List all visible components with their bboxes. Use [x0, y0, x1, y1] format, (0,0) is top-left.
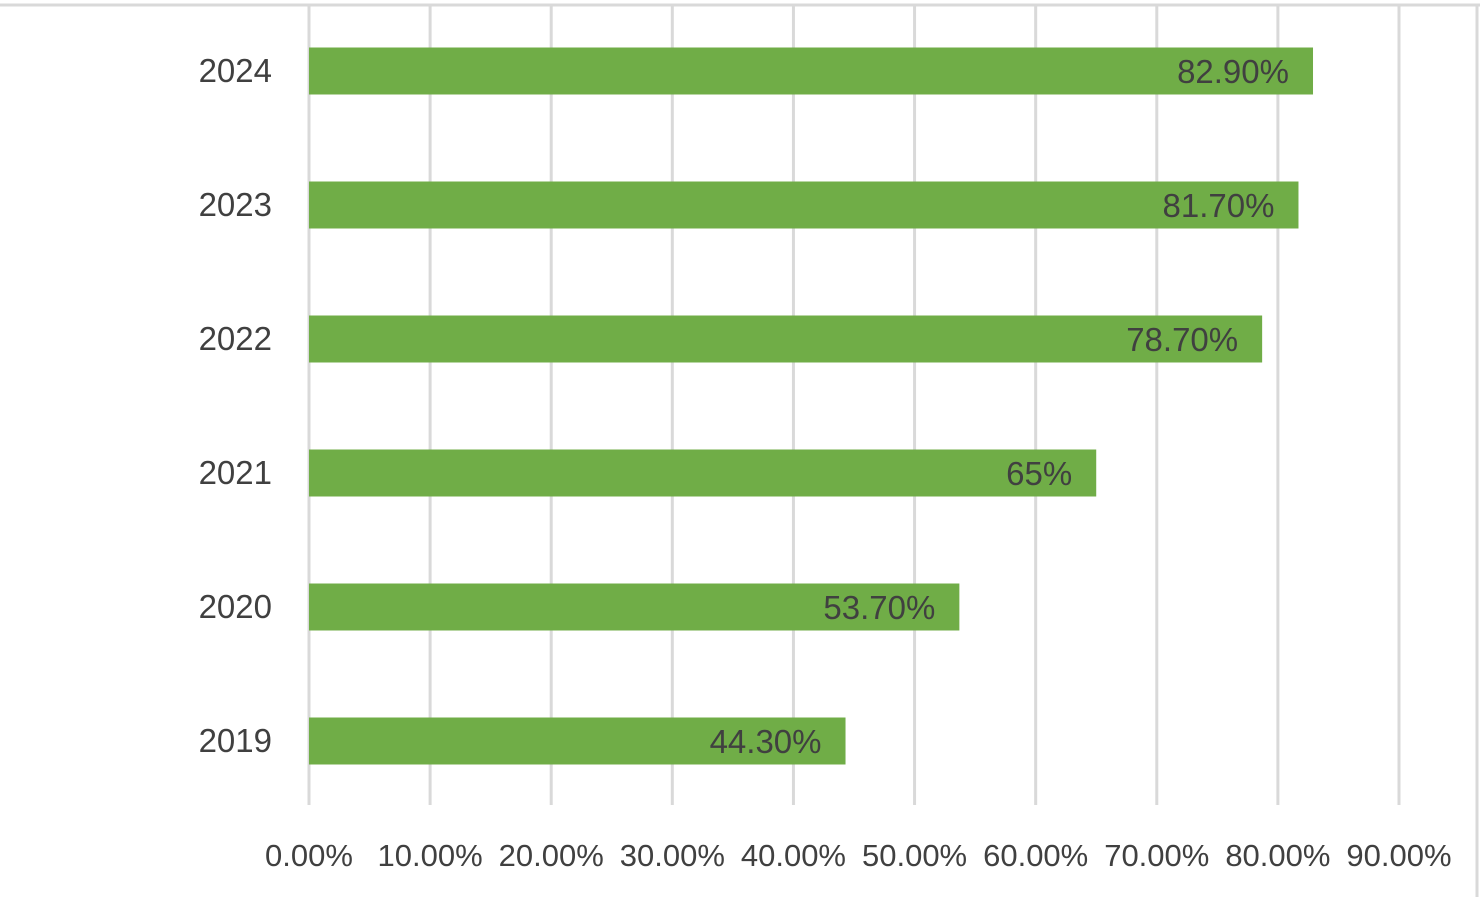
- y-category-label: 2021: [199, 454, 272, 491]
- y-category-label: 2022: [199, 320, 272, 357]
- bars: [309, 47, 1314, 765]
- bar: [309, 449, 1097, 497]
- x-tick-label: 50.00%: [862, 838, 967, 873]
- bar-data-label: 53.70%: [823, 589, 935, 626]
- x-tick-label: 30.00%: [620, 838, 725, 873]
- bar-data-label: 44.30%: [710, 723, 822, 760]
- bar-data-label: 65%: [1006, 455, 1072, 492]
- bar-data-label: 78.70%: [1126, 321, 1238, 358]
- bar-data-label: 82.90%: [1177, 53, 1289, 90]
- y-category-label: 2019: [199, 722, 272, 759]
- bar: [309, 47, 1314, 95]
- x-tick-label: 10.00%: [378, 838, 483, 873]
- bar: [309, 181, 1299, 229]
- y-category-label: 2023: [199, 186, 272, 223]
- x-tick-label: 20.00%: [499, 838, 604, 873]
- bar: [309, 315, 1263, 363]
- data-labels: 82.90% 81.70% 78.70% 65% 53.70% 44.30%: [710, 53, 1289, 760]
- x-axis-tick-labels: 0.00% 10.00% 20.00% 30.00% 40.00% 50.00% 60.00…: [265, 838, 1452, 873]
- x-tick-label: 70.00%: [1104, 838, 1209, 873]
- gridlines: [307, 5, 1401, 805]
- x-tick-label: 90.00%: [1346, 838, 1451, 873]
- bar: [309, 583, 960, 631]
- x-tick-label: 0.00%: [265, 838, 353, 873]
- y-axis-labels: 2024 2023 2022 2021 2020 2019: [199, 52, 272, 759]
- bar: [309, 717, 846, 765]
- y-category-label: 2024: [199, 52, 272, 89]
- x-tick-label: 60.00%: [983, 838, 1088, 873]
- y-category-label: 2020: [199, 588, 272, 625]
- x-tick-label: 80.00%: [1225, 838, 1330, 873]
- x-tick-label: 40.00%: [741, 838, 846, 873]
- bar-data-label: 81.70%: [1163, 187, 1275, 224]
